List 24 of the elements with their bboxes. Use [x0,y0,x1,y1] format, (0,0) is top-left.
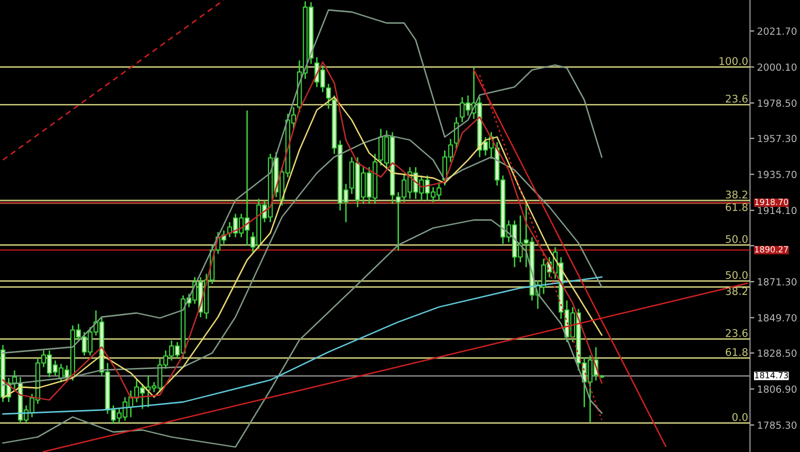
annotation: 50.0 [726,235,748,243]
y-tick-label: 1849.70 [758,314,797,322]
y-tick-label: 1914.10 [758,206,797,214]
annotation: 100.0 [720,57,748,65]
ref-line-label: 1814.73 [755,372,788,378]
y-tick-label: 1806.90 [758,385,797,393]
y-tick-label: 1935.70 [758,170,797,178]
annotation: 0.0 [732,413,748,421]
y-tick-label: 1785.30 [758,421,797,429]
annotation: 38.2 [726,287,748,296]
annotation: 50.0 [726,271,748,279]
annotation: 61.8 [726,203,748,212]
annotation: 38.2 [726,190,748,198]
ref-line-label: 1918.70 [755,198,788,206]
annotation: 61.8 [726,348,748,356]
y-tick-label: 1957.30 [758,134,797,142]
y-tick-label: 1871.30 [758,278,797,286]
y-tick-label: 2021.70 [758,27,797,35]
annotation: 23.6 [726,329,748,337]
y-tick-label: 1978.50 [758,99,797,107]
y-tick-label: 2000.10 [758,63,797,71]
annotation: 23.6 [726,94,748,103]
y-tick-label: 1828.50 [758,349,797,357]
ref-line-label: 1890.27 [755,246,788,252]
